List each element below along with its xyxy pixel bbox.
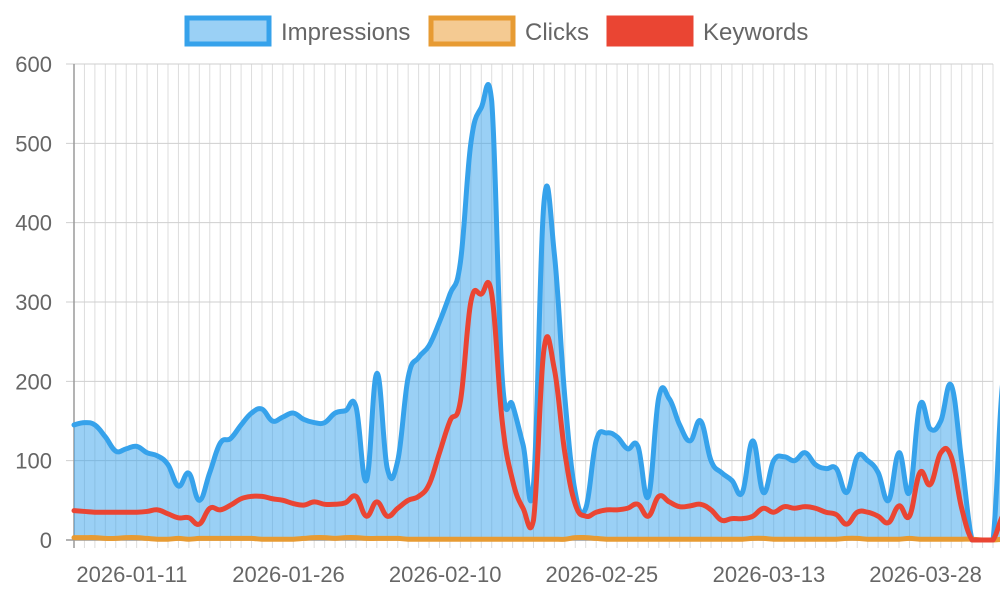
legend-label-keywords: Keywords [703,19,808,46]
x-tick-label: 2026-01-26 [232,562,345,587]
series-line-impressions [71,82,1000,543]
legend-swatch-impressions [184,15,272,47]
y-tick-label: 500 [15,131,52,156]
series-line-clicks [71,534,1000,543]
series-area-impressions [74,84,1000,540]
y-tick-label: 300 [15,290,52,315]
y-tick-label: 200 [15,369,52,394]
legend-item-clicks[interactable]: Clicks [428,15,589,47]
y-tick-label: 100 [15,449,52,474]
x-tick-label: 2026-02-25 [546,562,659,587]
legend-label-impressions: Impressions [281,19,410,46]
x-tick-label: 2026-03-28 [869,562,982,587]
legend-swatch-keywords [606,15,694,47]
legend: Impressions Clicks Keywords [184,15,808,47]
legend-item-impressions[interactable]: Impressions [184,15,410,47]
legend-swatch-clicks [428,15,516,47]
x-tick-label: 2026-03-13 [713,562,826,587]
y-axis-tick-labels: 0 100 200 300 400 500 600 [15,52,52,553]
x-axis-tick-labels: 2026-01-11 2026-01-26 2026-02-10 2026-02-25… [76,562,981,587]
series-layer [71,82,1000,543]
y-tick-label: 0 [40,528,52,553]
series-line-keywords [71,279,1000,543]
legend-label-clicks: Clicks [525,19,589,46]
x-tick-label: 2026-02-10 [389,562,502,587]
legend-item-keywords[interactable]: Keywords [606,15,808,47]
y-tick-label: 600 [15,52,52,77]
x-tick-label: 2026-01-11 [76,562,187,587]
y-tick-label: 400 [15,211,52,236]
